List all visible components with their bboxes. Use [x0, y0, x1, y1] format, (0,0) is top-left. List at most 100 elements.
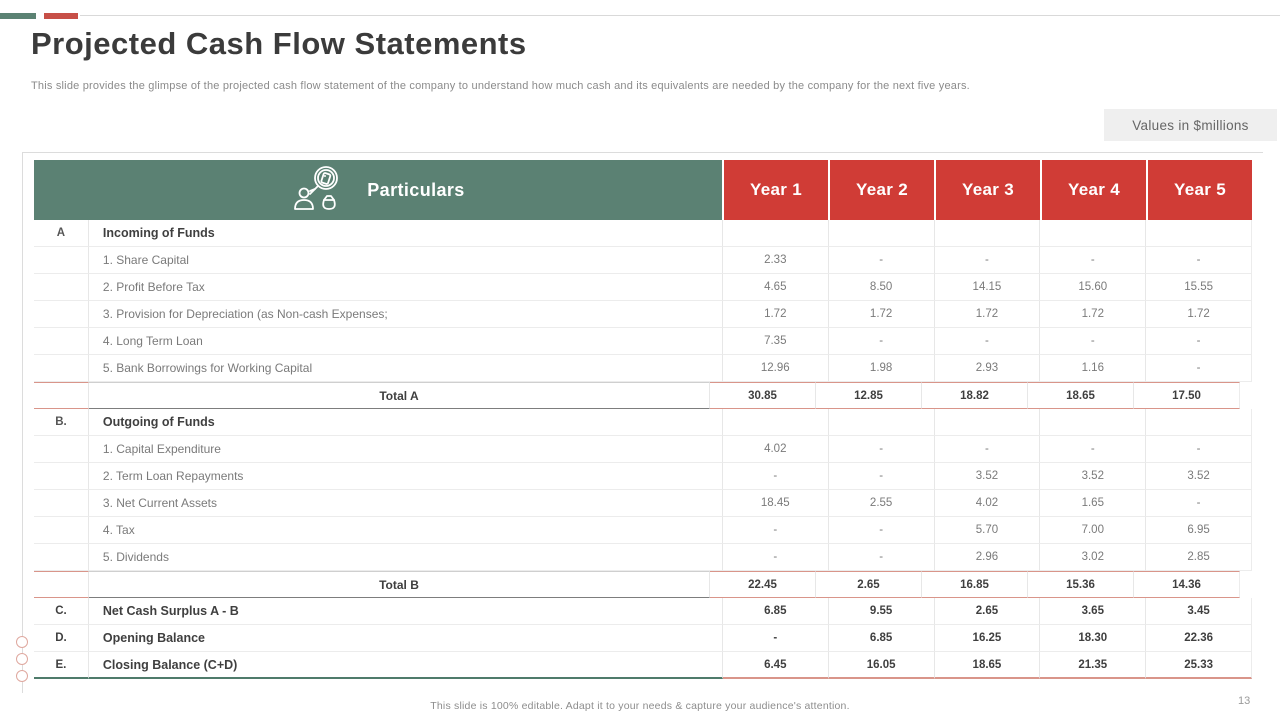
page-number: 13 — [1238, 695, 1251, 707]
row-value: - — [1040, 436, 1147, 463]
row-value: 30.85 — [710, 382, 816, 409]
row-value: 14.36 — [1134, 571, 1240, 598]
row-value: 5.70 — [934, 517, 1041, 544]
row-value: - — [1040, 328, 1147, 355]
row-label: 5. Dividends — [88, 544, 723, 571]
row-value: 4.02 — [722, 436, 829, 463]
row-value: 2.65 — [934, 598, 1041, 625]
row-letter — [34, 463, 89, 490]
row-value: 1.98 — [828, 355, 935, 382]
accent-dash-red — [44, 13, 78, 19]
row-value: 1.72 — [1040, 301, 1147, 328]
table-row: Total B 22.45 2.65 16.85 15.36 14.36 — [34, 571, 1252, 598]
row-value: 1.72 — [722, 301, 829, 328]
row-value: 18.45 — [722, 490, 829, 517]
row-label: 5. Bank Borrowings for Working Capital — [88, 355, 723, 382]
row-value: 3.65 — [1040, 598, 1147, 625]
row-label: Closing Balance (C+D) — [88, 652, 723, 679]
row-value: 1.72 — [934, 301, 1041, 328]
table-row: E. Closing Balance (C+D) 6.45 16.05 18.65 21.… — [34, 652, 1253, 679]
row-label: Net Cash Surplus A - B — [88, 598, 723, 625]
row-value — [934, 409, 1041, 436]
row-value: 2.33 — [722, 247, 829, 274]
row-value: - — [828, 517, 935, 544]
row-value: 21.35 — [1040, 652, 1147, 679]
row-value: 1.65 — [1040, 490, 1147, 517]
row-value: 8.50 — [828, 274, 935, 301]
row-label: Total A — [89, 382, 710, 409]
particulars-header-cell: Particulars — [34, 160, 722, 220]
row-value — [1040, 220, 1147, 247]
row-letter — [34, 274, 89, 301]
row-value: 4.65 — [722, 274, 829, 301]
table-row: Total A 30.85 12.85 18.82 18.65 17.50 — [34, 382, 1252, 409]
row-value: 3.52 — [1040, 463, 1147, 490]
row-value: - — [934, 247, 1041, 274]
row-value: 12.85 — [816, 382, 922, 409]
table-row: C. Net Cash Surplus A - B 6.85 9.55 2.65 3.65… — [34, 598, 1253, 625]
row-letter: C. — [34, 598, 89, 625]
row-value: - — [1146, 247, 1253, 274]
row-value — [1146, 409, 1253, 436]
row-value: 3.52 — [934, 463, 1041, 490]
row-label: Opening Balance — [88, 625, 723, 652]
table-row: 2. Term Loan Repayments - -3.52 3.52 3.52 — [34, 463, 1253, 490]
row-label: Outgoing of Funds — [88, 409, 723, 436]
person-magnifier-money-icon — [291, 164, 345, 217]
row-value — [722, 220, 829, 247]
row-value: - — [1040, 247, 1147, 274]
year-header: Year 5 — [1148, 160, 1252, 220]
row-value: 15.55 — [1146, 274, 1253, 301]
row-value: - — [934, 328, 1041, 355]
row-value: - — [828, 544, 935, 571]
deco-circle — [16, 636, 28, 648]
table-row: 3. Net Current Assets 18.45 2.55 4.02 1.65- — [34, 490, 1253, 517]
row-value — [1040, 409, 1147, 436]
row-label: Incoming of Funds — [88, 220, 723, 247]
row-value: 16.85 — [922, 571, 1028, 598]
row-value: - — [722, 463, 829, 490]
row-value: 18.30 — [1040, 625, 1147, 652]
row-value: - — [1146, 328, 1253, 355]
table-row: 5. Bank Borrowings for Working Capital 12… — [34, 355, 1253, 382]
row-value: 18.65 — [1028, 382, 1134, 409]
row-letter — [34, 355, 89, 382]
row-letter: B. — [34, 409, 89, 436]
year-header: Year 4 — [1042, 160, 1146, 220]
row-value: 2.55 — [828, 490, 935, 517]
row-value: - — [828, 247, 935, 274]
row-value: 4.02 — [934, 490, 1041, 517]
row-value: 22.45 — [710, 571, 816, 598]
row-letter: D. — [34, 625, 89, 652]
table-header-row: Particulars Year 1 Year 2 Year 3 Year 4 … — [34, 160, 1252, 220]
row-value — [722, 409, 829, 436]
year-header: Year 2 — [830, 160, 934, 220]
row-value: 12.96 — [722, 355, 829, 382]
table-row: 4. Tax - -5.70 7.00 6.95 — [34, 517, 1253, 544]
row-label: 4. Tax — [88, 517, 723, 544]
row-value: 3.02 — [1040, 544, 1147, 571]
cash-flow-table: Particulars Year 1 Year 2 Year 3 Year 4 … — [34, 160, 1253, 679]
row-value: 1.72 — [828, 301, 935, 328]
row-value: 17.50 — [1134, 382, 1240, 409]
table-row: B. Outgoing of Funds — [34, 409, 1253, 436]
row-letter — [34, 544, 89, 571]
row-value: 2.85 — [1146, 544, 1253, 571]
table-row: 2. Profit Before Tax 4.65 8.50 14.15 15.60 15… — [34, 274, 1253, 301]
row-value: 2.96 — [934, 544, 1041, 571]
row-letter — [34, 247, 89, 274]
row-value: 16.05 — [828, 652, 935, 679]
row-value: - — [1146, 490, 1253, 517]
row-value: 6.95 — [1146, 517, 1253, 544]
row-value: 1.16 — [1040, 355, 1147, 382]
table-body: A Incoming of Funds 1. Share Capital 2.33- -… — [34, 220, 1253, 679]
row-value: 6.45 — [722, 652, 829, 679]
row-letter — [34, 571, 89, 598]
row-value: 2.65 — [816, 571, 922, 598]
row-letter: A — [34, 220, 89, 247]
particulars-header-label: Particulars — [367, 179, 465, 200]
row-value — [934, 220, 1041, 247]
row-letter — [34, 301, 89, 328]
row-value: 14.15 — [934, 274, 1041, 301]
page-title: Projected Cash Flow Statements — [31, 26, 527, 61]
